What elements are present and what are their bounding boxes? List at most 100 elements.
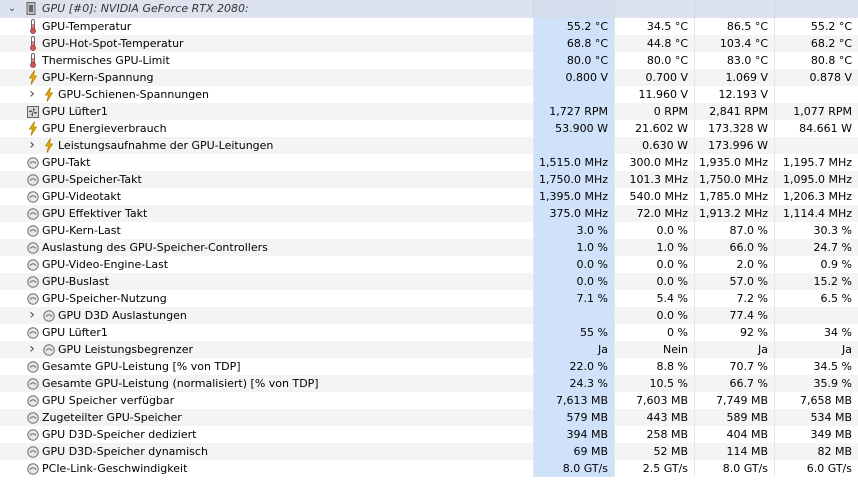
sensor-min-value: 1.0 % bbox=[614, 239, 694, 256]
sensor-row[interactable]: GPU Effektiver Takt 375.0 MHz 72.0 MHz 1,91… bbox=[0, 205, 858, 222]
sensor-avg-value bbox=[774, 86, 858, 103]
sensor-current-value: 53.900 W bbox=[533, 120, 614, 137]
chevron-right-icon[interactable]: › bbox=[29, 307, 35, 323]
sensor-label: Auslastung des GPU-Speicher-Controllers bbox=[42, 241, 268, 254]
sensor-row[interactable]: › GPU D3D Auslastungen 0.0 % 77.4 % bbox=[0, 307, 858, 324]
sensor-current-value: 80.0 °C bbox=[533, 52, 614, 69]
clock-icon bbox=[26, 290, 40, 307]
sensor-label: GPU-Videotakt bbox=[42, 190, 122, 203]
sensor-label: GPU-Buslast bbox=[42, 275, 109, 288]
sensor-min-value: 540.0 MHz bbox=[614, 188, 694, 205]
sensor-label: PCIe-Link-Geschwindigkeit bbox=[42, 462, 188, 475]
sensor-row[interactable]: › Leistungsaufnahme der GPU-Leitungen 0.63… bbox=[0, 137, 858, 154]
sensor-row[interactable]: GPU-Videotakt 1,395.0 MHz 540.0 MHz 1,785.0… bbox=[0, 188, 858, 205]
clock-icon bbox=[26, 273, 40, 290]
clock-icon bbox=[26, 154, 40, 171]
sensor-min-value: 80.0 °C bbox=[614, 52, 694, 69]
sensor-avg-value: 55.2 °C bbox=[774, 18, 858, 35]
sensor-current-value: 7.1 % bbox=[533, 290, 614, 307]
sensor-row[interactable]: GPU-Speicher-Takt 1,750.0 MHz 101.3 MHz 1,7… bbox=[0, 171, 858, 188]
sensor-avg-value: 349 MB bbox=[774, 426, 858, 443]
chevron-right-icon[interactable]: › bbox=[29, 137, 35, 153]
sensor-row[interactable]: Gesamte GPU-Leistung [% von TDP] 22.0 % 8.… bbox=[0, 358, 858, 375]
sensor-row[interactable]: › GPU Leistungsbegrenzer Ja Nein Ja Ja bbox=[0, 341, 858, 358]
sensor-row[interactable]: GPU D3D-Speicher dediziert 394 MB 258 MB 40… bbox=[0, 426, 858, 443]
sensor-label: GPU-Speicher-Nutzung bbox=[42, 292, 167, 305]
sensor-max-value: 7.2 % bbox=[694, 290, 774, 307]
sensor-current-value: 394 MB bbox=[533, 426, 614, 443]
sensor-max-value: 1,913.2 MHz bbox=[694, 205, 774, 222]
chevron-right-icon[interactable]: › bbox=[29, 341, 35, 357]
clock-icon bbox=[26, 222, 40, 239]
clock-icon bbox=[26, 239, 40, 256]
sensor-min-value: 300.0 MHz bbox=[614, 154, 694, 171]
sensor-avg-value: 68.2 °C bbox=[774, 35, 858, 52]
sensor-row[interactable]: GPU Lüfter1 1,727 RPM 0 RPM 2,841 RPM 1,077 … bbox=[0, 103, 858, 120]
sensor-label: Leistungsaufnahme der GPU-Leitungen bbox=[58, 139, 274, 152]
sensor-min-value: 52 MB bbox=[614, 443, 694, 460]
chevron-right-icon[interactable]: › bbox=[29, 86, 35, 102]
sensor-row[interactable]: GPU Lüfter1 55 % 0 % 92 % 34 % bbox=[0, 324, 858, 341]
sensor-min-value: 443 MB bbox=[614, 409, 694, 426]
clock-icon bbox=[26, 443, 40, 460]
sensor-min-value: 8.8 % bbox=[614, 358, 694, 375]
sensor-label: GPU Energieverbrauch bbox=[42, 122, 167, 135]
sensor-label: GPU D3D-Speicher dynamisch bbox=[42, 445, 208, 458]
sensor-current-value: 68.8 °C bbox=[533, 35, 614, 52]
chevron-down-icon[interactable]: ⌄ bbox=[7, 2, 17, 14]
sensor-label: GPU-Speicher-Takt bbox=[42, 173, 142, 186]
sensor-row[interactable]: GPU-Video-Engine-Last 0.0 % 0.0 % 2.0 % 0.9 … bbox=[0, 256, 858, 273]
sensor-avg-value: 1,077 RPM bbox=[774, 103, 858, 120]
sensor-row[interactable]: GPU D3D-Speicher dynamisch 69 MB 52 MB 114 … bbox=[0, 443, 858, 460]
sensor-max-value: 8.0 GT/s bbox=[694, 460, 774, 477]
sensor-label: GPU Lüfter1 bbox=[42, 105, 108, 118]
sensor-max-value: 2,841 RPM bbox=[694, 103, 774, 120]
sensor-row[interactable]: GPU-Temperatur 55.2 °C 34.5 °C 86.5 °C 55.2 … bbox=[0, 18, 858, 35]
sensor-row[interactable]: GPU-Speicher-Nutzung 7.1 % 5.4 % 7.2 % 6.5 % bbox=[0, 290, 858, 307]
sensor-max-value: 70.7 % bbox=[694, 358, 774, 375]
sensor-row[interactable]: PCIe-Link-Geschwindigkeit 8.0 GT/s 2.5 GT/… bbox=[0, 460, 858, 477]
sensor-row[interactable]: Gesamte GPU-Leistung (normalisiert) [% v… bbox=[0, 375, 858, 392]
clock-icon bbox=[42, 307, 56, 324]
sensor-row[interactable]: GPU-Kern-Spannung 0.800 V 0.700 V 1.069 V 0.… bbox=[0, 69, 858, 86]
sensor-row[interactable]: GPU-Takt 1,515.0 MHz 300.0 MHz 1,935.0 MHz 1… bbox=[0, 154, 858, 171]
sensor-row[interactable]: Zugeteilter GPU-Speicher 579 MB 443 MB 589 … bbox=[0, 409, 858, 426]
clock-icon bbox=[26, 392, 40, 409]
thermometer-icon bbox=[26, 35, 40, 52]
gpu-chip-icon bbox=[24, 0, 38, 17]
sensor-max-value: 77.4 % bbox=[694, 307, 774, 324]
sensor-row[interactable]: Auslastung des GPU-Speicher-Controllers 1… bbox=[0, 239, 858, 256]
sensor-row[interactable]: GPU-Buslast 0.0 % 0.0 % 57.0 % 15.2 % bbox=[0, 273, 858, 290]
sensor-current-value: 0.0 % bbox=[533, 256, 614, 273]
lightning-icon bbox=[26, 69, 40, 86]
sensor-max-value: 83.0 °C bbox=[694, 52, 774, 69]
lightning-icon bbox=[26, 120, 40, 137]
sensor-avg-value: Ja bbox=[774, 341, 858, 358]
sensor-label: Zugeteilter GPU-Speicher bbox=[42, 411, 182, 424]
sensor-label: Gesamte GPU-Leistung [% von TDP] bbox=[42, 360, 241, 373]
sensor-avg-value: 6.0 GT/s bbox=[774, 460, 858, 477]
sensor-row[interactable]: GPU-Kern-Last 3.0 % 0.0 % 87.0 % 30.3 % bbox=[0, 222, 858, 239]
sensor-min-value: 21.602 W bbox=[614, 120, 694, 137]
sensor-row[interactable]: GPU Energieverbrauch 53.900 W 21.602 W 173.… bbox=[0, 120, 858, 137]
sensor-row[interactable]: Thermisches GPU-Limit 80.0 °C 80.0 °C 83.0 … bbox=[0, 52, 858, 69]
gpu-group-header[interactable]: ⌄ GPU [#0]: NVIDIA GeForce RTX 2080: bbox=[0, 0, 858, 18]
sensor-min-value: 0.700 V bbox=[614, 69, 694, 86]
sensor-max-value: 87.0 % bbox=[694, 222, 774, 239]
sensor-max-value: 66.7 % bbox=[694, 375, 774, 392]
sensor-row[interactable]: GPU-Hot-Spot-Temperatur 68.8 °C 44.8 °C 103… bbox=[0, 35, 858, 52]
sensor-avg-value: 6.5 % bbox=[774, 290, 858, 307]
sensor-min-value: 5.4 % bbox=[614, 290, 694, 307]
sensor-current-value: 8.0 GT/s bbox=[533, 460, 614, 477]
sensor-row[interactable]: GPU Speicher verfügbar 7,613 MB 7,603 MB 7,… bbox=[0, 392, 858, 409]
sensor-min-value: 72.0 MHz bbox=[614, 205, 694, 222]
sensor-row[interactable]: › GPU-Schienen-Spannungen 11.960 V 12.193 V bbox=[0, 86, 858, 103]
sensor-avg-value: 34.5 % bbox=[774, 358, 858, 375]
sensor-max-value: 12.193 V bbox=[694, 86, 774, 103]
clock-icon bbox=[26, 460, 40, 477]
sensor-label: GPU Lüfter1 bbox=[42, 326, 108, 339]
sensor-min-value: 11.960 V bbox=[614, 86, 694, 103]
sensor-min-value: 34.5 °C bbox=[614, 18, 694, 35]
sensor-current-value: 375.0 MHz bbox=[533, 205, 614, 222]
